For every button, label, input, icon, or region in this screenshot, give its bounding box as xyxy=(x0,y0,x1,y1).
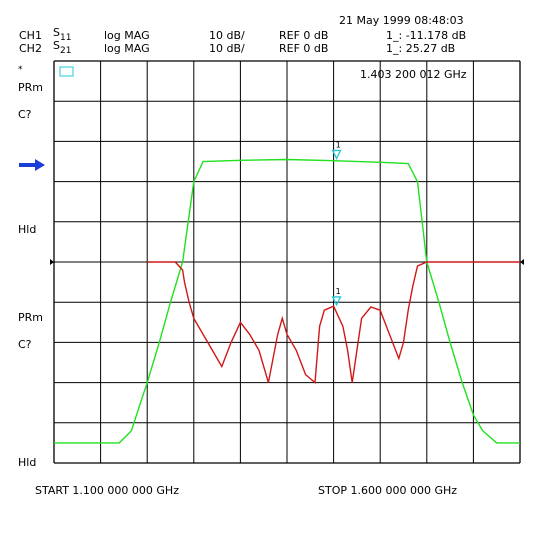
ch1-param: S11 xyxy=(53,26,72,44)
ch2-ref: REF 0 dB xyxy=(279,42,329,55)
ch2-label: CH2 xyxy=(19,42,42,55)
datetime: 21 May 1999 08:48:03 xyxy=(339,14,464,27)
ch2-param-sub: 21 xyxy=(59,46,72,56)
s21-trace xyxy=(54,158,520,444)
marker-1-s21 xyxy=(331,149,342,160)
ch1-label: CH1 xyxy=(19,29,42,42)
ch1-marker-value: 1_: -11.178 dB xyxy=(386,29,467,42)
ch1-format: log MAG xyxy=(104,29,150,42)
left-label-asterisk: * xyxy=(18,65,23,75)
left-label-prm-1: PRm xyxy=(18,81,43,94)
left-label-c-1: C? xyxy=(18,108,32,121)
marker-1-s11 xyxy=(331,296,342,307)
start-frequency: START 1.100 000 000 GHz xyxy=(35,484,179,497)
reference-arrow-icon xyxy=(19,159,45,171)
reference-line-right-tick xyxy=(520,259,524,265)
marker-1-s21-number: 1 xyxy=(336,140,341,149)
ch1-scale: 10 dB/ xyxy=(209,29,245,42)
left-label-hld-2: Hld xyxy=(18,456,37,469)
left-label-c-2: C? xyxy=(18,338,32,351)
marker-group: 11 xyxy=(50,140,524,307)
ch2-marker-value: 1_: 25.27 dB xyxy=(386,42,456,55)
display-mode-icon xyxy=(59,66,74,77)
s11-trace xyxy=(147,261,520,385)
ch2-param-letter: S xyxy=(53,39,60,52)
ch1-param-sub: 11 xyxy=(59,33,72,43)
marker-frequency: 1.403 200 012 GHz xyxy=(360,68,467,81)
marker-1-s11-number: 1 xyxy=(336,287,341,296)
reference-line-left-tick xyxy=(50,259,54,265)
left-label-prm-2: PRm xyxy=(18,311,43,324)
stop-frequency: STOP 1.600 000 000 GHz xyxy=(318,484,458,497)
ch1-ref: REF 0 dB xyxy=(279,29,329,42)
left-label-hld-1: Hld xyxy=(18,223,37,236)
ch2-scale: 10 dB/ xyxy=(209,42,245,55)
ch2-param: S21 xyxy=(53,39,72,57)
ch1-param-letter: S xyxy=(53,26,60,39)
ch2-format: log MAG xyxy=(104,42,150,55)
